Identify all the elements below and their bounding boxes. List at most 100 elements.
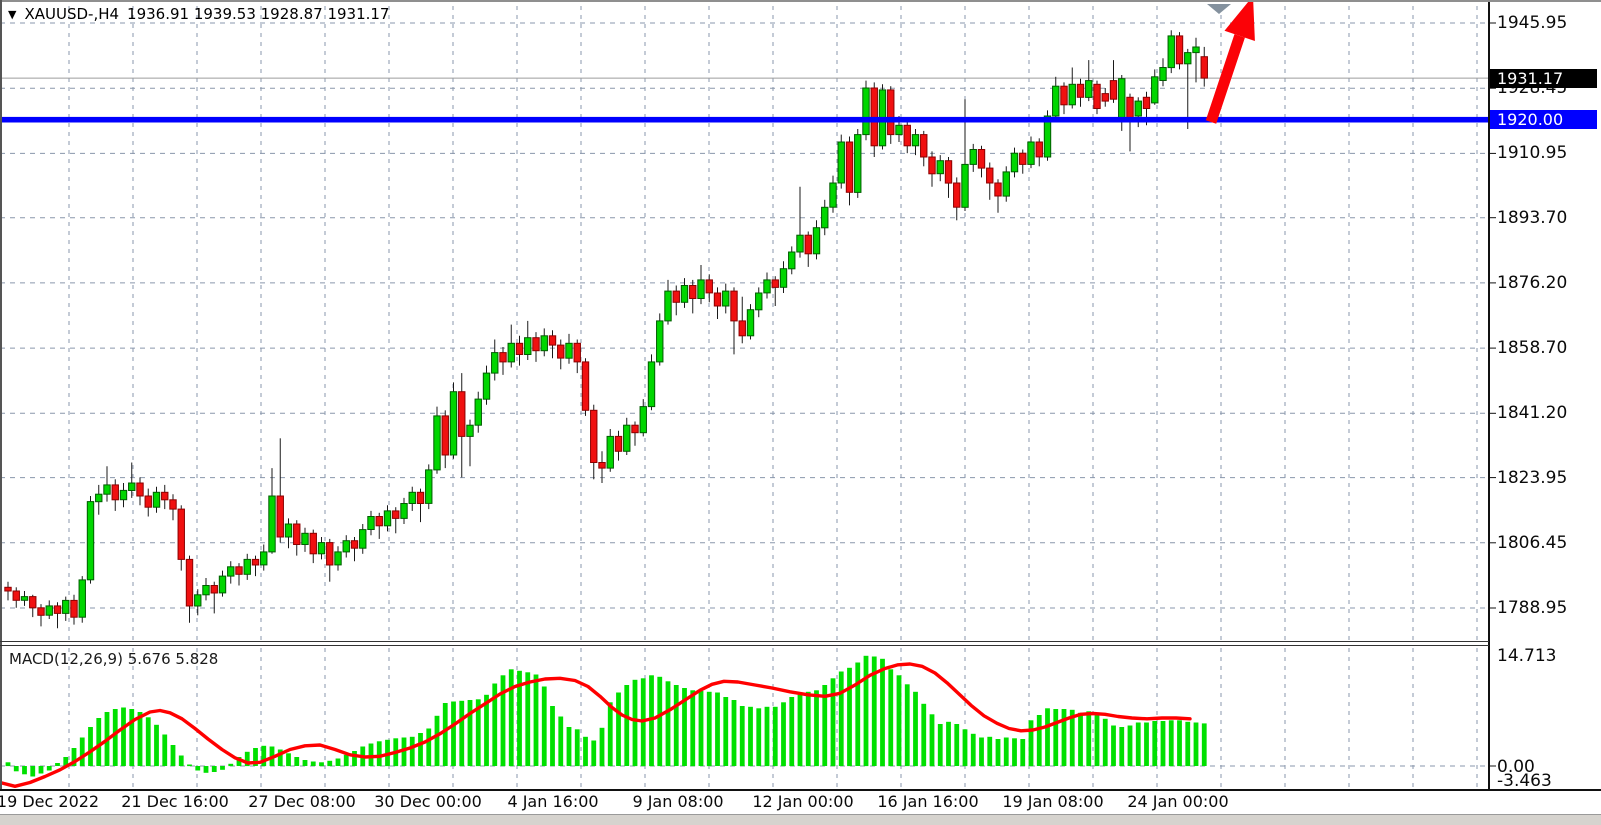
candle bbox=[837, 141, 845, 184]
time-axis-label: 21 Dec 16:00 bbox=[121, 792, 229, 811]
candle bbox=[227, 566, 235, 577]
candle bbox=[383, 510, 392, 527]
candle bbox=[309, 532, 317, 555]
candle bbox=[573, 342, 581, 363]
trend-arrow-object[interactable] bbox=[1205, 0, 1255, 124]
candle bbox=[408, 491, 416, 504]
candle bbox=[1192, 46, 1200, 54]
candle bbox=[911, 134, 920, 147]
candle bbox=[746, 309, 755, 337]
candle bbox=[1101, 93, 1109, 102]
candle bbox=[466, 424, 474, 437]
candle bbox=[53, 605, 62, 614]
candle bbox=[62, 599, 70, 614]
candle bbox=[276, 495, 284, 538]
candle bbox=[441, 415, 449, 456]
candle bbox=[458, 391, 466, 437]
candle bbox=[1159, 67, 1167, 81]
macd-axis-label: 14.713 bbox=[1497, 645, 1557, 666]
price-axis-label: 1893.70 bbox=[1497, 207, 1568, 228]
symbol-dropdown-icon[interactable]: ▼ bbox=[8, 7, 17, 21]
axis-border bbox=[1488, 2, 1490, 790]
candle bbox=[944, 160, 953, 184]
candle bbox=[738, 320, 746, 337]
candle bbox=[1109, 80, 1118, 100]
macd-axis-label: 0.00 bbox=[1497, 757, 1535, 777]
candle bbox=[350, 540, 359, 549]
chart-shift-marker-icon[interactable] bbox=[1207, 4, 1231, 14]
candle bbox=[779, 268, 788, 288]
candle bbox=[169, 499, 177, 510]
chart-title: ▼ XAUUSD-,H4 1936.91 1939.53 1928.87 193… bbox=[8, 5, 389, 23]
candle bbox=[524, 337, 532, 356]
candle bbox=[367, 516, 375, 530]
candle bbox=[1126, 96, 1134, 121]
price-axis-label: 1945.95 bbox=[1497, 13, 1568, 33]
candle bbox=[243, 558, 251, 575]
chart-bottom-border bbox=[0, 789, 1601, 791]
candle bbox=[1184, 52, 1192, 65]
candle bbox=[128, 482, 136, 491]
window-bottom-strip bbox=[0, 814, 1601, 825]
candle bbox=[111, 484, 119, 501]
candle bbox=[705, 279, 713, 294]
price-axis-label: 1858.70 bbox=[1497, 338, 1568, 359]
candle bbox=[144, 495, 152, 508]
candle bbox=[45, 605, 53, 616]
candle bbox=[293, 523, 301, 545]
candle bbox=[1068, 83, 1076, 106]
candle bbox=[623, 424, 631, 452]
candle bbox=[986, 167, 994, 184]
candle bbox=[639, 406, 647, 434]
horizontal-line-1920[interactable] bbox=[0, 116, 1489, 123]
candle bbox=[887, 89, 895, 136]
price-axis-label: 1788.95 bbox=[1497, 598, 1568, 618]
candle bbox=[1093, 83, 1101, 110]
candle bbox=[284, 523, 293, 538]
price-axis-label: 1910.95 bbox=[1497, 143, 1568, 164]
time-axis-label: 4 Jan 16:00 bbox=[507, 792, 599, 811]
panel-separator-bottom[interactable] bbox=[0, 645, 1489, 646]
candle bbox=[342, 540, 350, 553]
time-axis-label: 9 Jan 08:00 bbox=[632, 792, 724, 811]
candle bbox=[730, 290, 738, 322]
candle bbox=[202, 585, 210, 596]
candle bbox=[268, 495, 276, 553]
candle bbox=[136, 482, 144, 497]
candle bbox=[177, 508, 185, 560]
candle bbox=[540, 335, 548, 352]
candle bbox=[672, 290, 680, 303]
time-axis-label: 16 Jan 16:00 bbox=[877, 792, 979, 811]
macd-histogram bbox=[5, 655, 1207, 777]
candle bbox=[771, 279, 779, 288]
candle bbox=[713, 292, 722, 307]
candle bbox=[1060, 85, 1068, 106]
candle bbox=[1043, 115, 1052, 158]
candle bbox=[969, 149, 977, 165]
candle bbox=[334, 551, 342, 566]
price-axis-label: 1823.95 bbox=[1497, 467, 1568, 488]
candle bbox=[631, 424, 639, 434]
candle bbox=[928, 156, 936, 175]
time-axis-label: 24 Jan 00:00 bbox=[1127, 792, 1229, 811]
candle bbox=[548, 335, 557, 346]
candle bbox=[697, 279, 705, 299]
candle bbox=[425, 469, 433, 504]
chart-left-border bbox=[0, 0, 2, 790]
price-axis-label: 1876.20 bbox=[1497, 272, 1568, 293]
candle bbox=[581, 361, 590, 411]
candle bbox=[251, 558, 260, 566]
candle bbox=[210, 585, 218, 594]
candle bbox=[29, 596, 37, 609]
candle bbox=[862, 87, 870, 136]
candle bbox=[326, 542, 334, 566]
candle bbox=[301, 532, 309, 545]
candle bbox=[722, 290, 730, 307]
candle bbox=[1035, 141, 1043, 158]
candle bbox=[235, 566, 243, 575]
candle bbox=[557, 344, 565, 359]
candle bbox=[433, 415, 441, 471]
candle bbox=[664, 290, 672, 322]
candle bbox=[812, 227, 821, 255]
